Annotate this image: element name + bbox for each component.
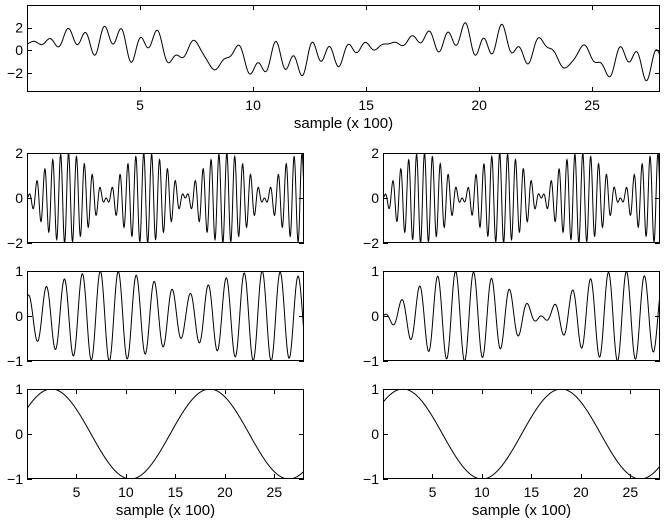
series-line: [27, 22, 660, 82]
x-tick-label: 25: [623, 484, 639, 500]
y-tick-label: 2: [371, 145, 379, 161]
x-tick-label: 10: [245, 97, 261, 113]
x-axis-label: sample (x 100): [472, 502, 571, 519]
y-tick-label: 1: [371, 381, 379, 397]
series-line: [27, 153, 304, 243]
y-tick-label: 0: [15, 308, 23, 324]
y-tick-label: 0: [371, 308, 379, 324]
x-tick-label: 5: [136, 97, 144, 113]
y-tick-label: −1: [7, 471, 23, 487]
series-line: [27, 271, 304, 361]
subplot-source-2-mid: −1 0 1: [363, 263, 660, 369]
y-tick-label: −2: [7, 235, 23, 251]
y-tick-label: −1: [363, 471, 379, 487]
subplot-source-1-mid: −1 0 1: [7, 263, 304, 369]
y-tick-label: 0: [371, 190, 379, 206]
x-tick-label: 10: [118, 484, 134, 500]
x-axis-label: sample (x 100): [294, 115, 393, 132]
y-tick-label: −1: [363, 353, 379, 369]
x-tick-label: 10: [474, 484, 490, 500]
y-tick-label: 0: [15, 426, 23, 442]
y-tick-label: 1: [15, 381, 23, 397]
x-tick-label: 20: [217, 484, 233, 500]
series-line: [383, 153, 660, 243]
y-tick-label: 2: [15, 145, 23, 161]
x-tick-label: 5: [73, 484, 81, 500]
x-tick-label: 25: [584, 97, 600, 113]
subplot-source-1-high: −2 0 2: [7, 145, 304, 251]
x-tick-label: 20: [471, 97, 487, 113]
x-tick-label: 25: [267, 484, 283, 500]
axes-frame: [27, 5, 660, 92]
y-tick-label: 0: [15, 190, 23, 206]
y-tick-label: −1: [7, 353, 23, 369]
y-tick-label: −2: [7, 65, 23, 81]
x-tick-label: 15: [358, 97, 374, 113]
x-tick-label: 20: [573, 484, 589, 500]
series-line: [27, 389, 304, 479]
x-axis-label: sample (x 100): [116, 502, 215, 519]
y-tick-label: 0: [371, 426, 379, 442]
y-tick-label: 1: [15, 263, 23, 279]
subplot-source-2-high: −2 0 2: [363, 145, 660, 251]
y-tick-label: 1: [371, 263, 379, 279]
x-tick-label: 15: [168, 484, 184, 500]
series-line: [383, 389, 660, 479]
axes-frame: [27, 389, 304, 479]
y-tick-label: 2: [15, 20, 23, 36]
axes-frame: [383, 271, 660, 361]
y-tick-label: 0: [15, 42, 23, 58]
x-tick-label: 15: [524, 484, 540, 500]
y-tick-label: −2: [363, 235, 379, 251]
x-tick-label: 5: [429, 484, 437, 500]
series-line: [383, 271, 660, 361]
